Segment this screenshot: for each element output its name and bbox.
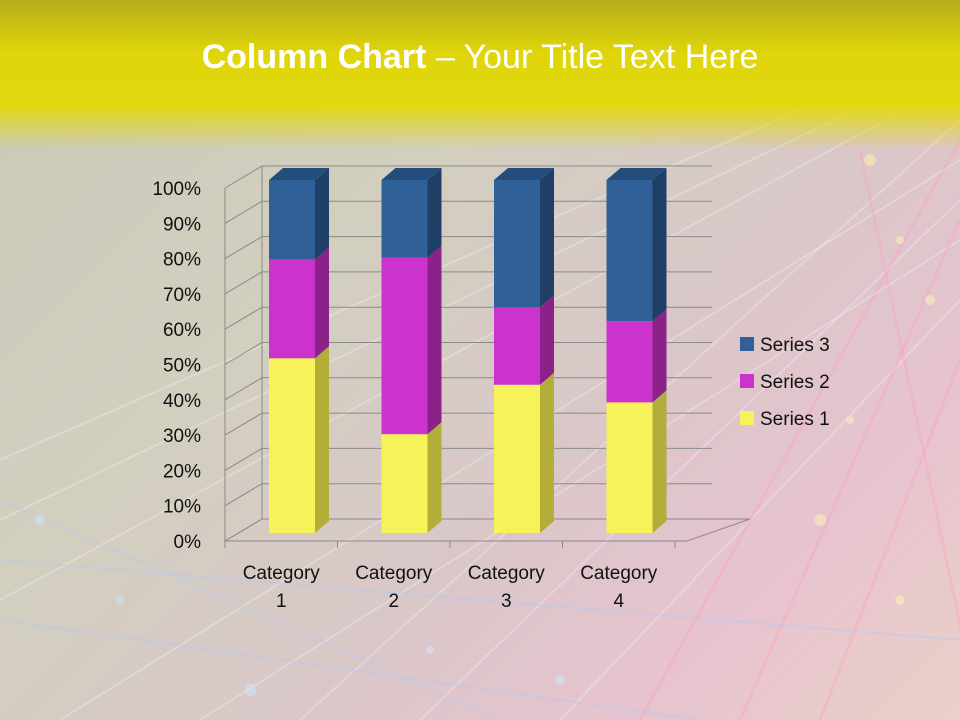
bar-segment-side: [427, 168, 442, 258]
bar-top: [606, 168, 667, 180]
bar-segment-side: [652, 309, 667, 403]
bar-segment-side: [315, 346, 329, 533]
x-tick-label: 2: [388, 591, 399, 612]
x-tick-label: 4: [613, 591, 624, 612]
y-tick-label: 40%: [163, 391, 201, 412]
legend-label: Series 2: [760, 372, 830, 393]
gridline: [224, 306, 712, 330]
y-tick-label: 80%: [163, 250, 201, 271]
gridline: [224, 447, 712, 471]
x-tick-label: Category: [468, 563, 546, 584]
bar-segment: [381, 180, 428, 258]
legend-swatch: [740, 337, 754, 351]
x-tick-label: 1: [276, 591, 287, 612]
bar-segment-side: [540, 295, 554, 385]
bar-segment-side: [315, 247, 329, 359]
gridline: [224, 483, 712, 507]
y-tick-label: 10%: [163, 497, 201, 518]
x-tick-label: Category: [243, 563, 321, 584]
gridline: [224, 271, 712, 295]
bar-top: [381, 168, 442, 180]
bar-segment: [269, 358, 315, 533]
bar-segment: [606, 402, 653, 533]
bar-segment-side: [427, 245, 442, 435]
legend-swatch: [740, 374, 754, 388]
y-tick-label: 0%: [174, 532, 202, 553]
gridline: [224, 200, 712, 224]
bar-top: [494, 168, 554, 180]
y-tick-label: 100%: [152, 179, 201, 200]
bar-top: [269, 168, 329, 180]
bar-segment-side: [540, 168, 554, 308]
y-tick-label: 30%: [163, 426, 201, 447]
legend-swatch: [740, 411, 754, 425]
bar-segment: [606, 321, 653, 403]
gridline: [224, 377, 712, 401]
y-tick-label: 20%: [163, 461, 201, 482]
x-tick-label: Category: [580, 563, 658, 584]
bar-segment: [494, 384, 540, 533]
y-tick-label: 50%: [163, 356, 201, 377]
gridline: [224, 236, 712, 260]
legend-label: Series 1: [760, 409, 830, 430]
gridline: [224, 165, 712, 189]
bar-segment-side: [315, 168, 329, 260]
bar-segment: [494, 307, 540, 385]
gridline: [224, 342, 712, 365]
bar-segment: [269, 259, 315, 359]
bar-segment-side: [427, 422, 442, 533]
bar-segment: [381, 434, 428, 533]
slide-title: Column Chart – Your Title Text Here: [0, 38, 960, 77]
x-tick-label: Category: [355, 563, 433, 584]
y-tick-label: 70%: [163, 285, 201, 306]
title-rest: – Your Title Text Here: [426, 38, 759, 76]
y-tick-label: 60%: [163, 320, 201, 341]
title-banner: [0, 0, 960, 150]
y-tick-label: 90%: [163, 214, 201, 235]
bar-segment: [381, 257, 428, 435]
bar-segment: [494, 180, 540, 308]
bar-segment-side: [652, 390, 667, 533]
gridline: [224, 518, 712, 542]
bar-segment-side: [540, 372, 554, 533]
bar-segment: [269, 180, 315, 260]
bar-segment-side: [652, 168, 667, 322]
legend-label: Series 3: [760, 335, 830, 356]
gridline: [224, 412, 712, 436]
title-bold: Column Chart: [201, 38, 427, 76]
bar-segment: [606, 180, 653, 322]
x-tick-label: 3: [501, 591, 512, 612]
